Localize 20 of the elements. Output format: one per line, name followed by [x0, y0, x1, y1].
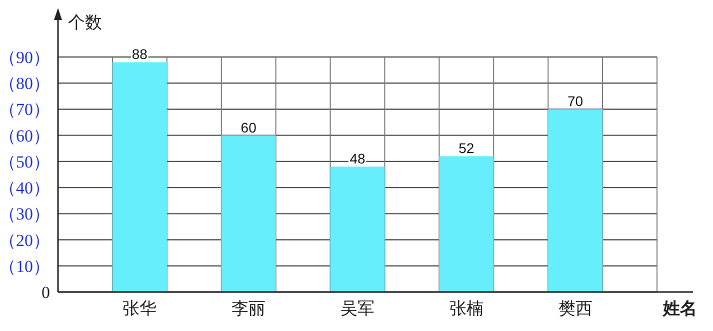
y-tick-label: （30） [0, 204, 50, 224]
y-tick-label: （50） [0, 152, 50, 172]
data-label: 60 [240, 119, 257, 136]
y-tick-label: （90） [0, 48, 50, 67]
x-axis-title: 姓名 [662, 299, 697, 318]
x-tick-label: 张楠 [449, 299, 484, 318]
y-tick-label: 0 [42, 283, 50, 302]
data-label: 52 [458, 140, 474, 156]
x-tick-label: 吴军 [340, 299, 374, 318]
data-label: 70 [568, 93, 584, 110]
y-axis-title: 个数 [68, 13, 102, 32]
y-tick-label: （40） [0, 178, 50, 198]
y-tick-label: （10） [0, 256, 50, 276]
y-tick-label: （60） [0, 126, 50, 146]
x-tick-label: 张华 [122, 299, 157, 318]
y-tick-label: （80） [0, 74, 50, 94]
x-tick-label: 李丽 [232, 299, 266, 318]
y-tick-label: （70） [0, 100, 50, 120]
y-tick-label: （20） [0, 230, 50, 250]
x-tick-label: 樊西 [558, 299, 592, 318]
